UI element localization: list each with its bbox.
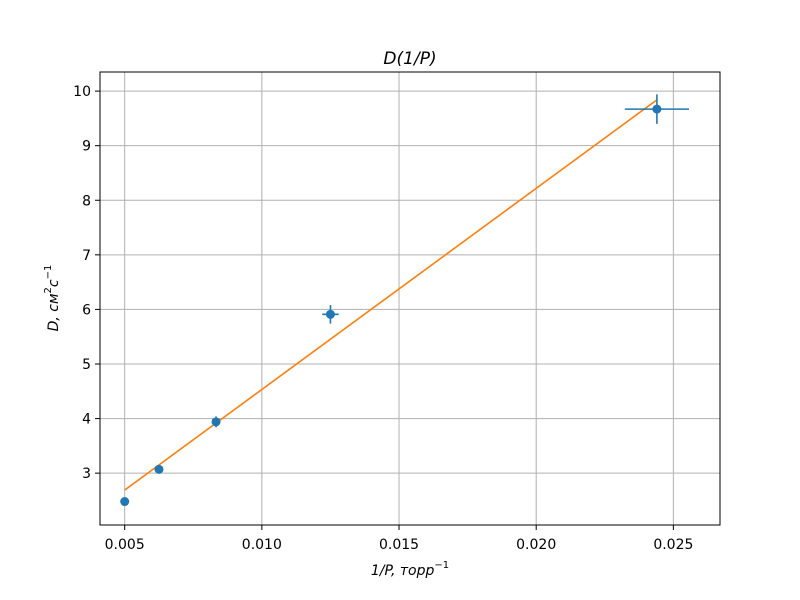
x-axis-label: 1/P, торр−1 bbox=[371, 560, 449, 579]
y-axis-label-exponent-2: −1 bbox=[43, 265, 54, 280]
data-point bbox=[120, 497, 130, 507]
grid bbox=[100, 72, 720, 525]
ticks: 0.005 0.010 0.015 0.020 0.025 3 4 5 6 7 8 9 10 bbox=[73, 84, 693, 553]
x-tick-label: 0.005 bbox=[105, 537, 145, 553]
y-tick-label: 7 bbox=[82, 248, 91, 264]
y-tick-label: 10 bbox=[73, 84, 91, 100]
y-axis-label-text: D, см bbox=[46, 293, 62, 331]
x-tick-label: 0.025 bbox=[653, 537, 693, 553]
x-tick-label: 0.010 bbox=[242, 537, 282, 553]
x-axis-label-text: 1/P, торр bbox=[371, 563, 435, 579]
plot-frame bbox=[99, 71, 721, 526]
y-tick-label: 6 bbox=[82, 302, 91, 318]
series-layer bbox=[120, 94, 689, 507]
y-axis-label: D, см2с−1 bbox=[43, 265, 62, 332]
y-tick-label: 3 bbox=[82, 466, 91, 482]
data-point bbox=[652, 104, 662, 114]
y-tick-label: 4 bbox=[82, 412, 91, 428]
data-point bbox=[211, 417, 221, 427]
y-tick-label: 8 bbox=[82, 193, 91, 209]
x-tick-label: 0.020 bbox=[516, 537, 556, 553]
x-axis-label-exponent: −1 bbox=[434, 560, 449, 571]
data-point bbox=[154, 464, 164, 474]
chart-title: D(1/P) bbox=[383, 49, 436, 69]
data-point bbox=[325, 309, 335, 319]
y-tick-label: 5 bbox=[82, 357, 91, 373]
y-axis-label-exponent-1: 2 bbox=[43, 287, 54, 293]
y-tick-label: 9 bbox=[82, 139, 91, 155]
y-axis-label-unit: с bbox=[46, 279, 62, 287]
x-tick-label: 0.015 bbox=[379, 537, 419, 553]
